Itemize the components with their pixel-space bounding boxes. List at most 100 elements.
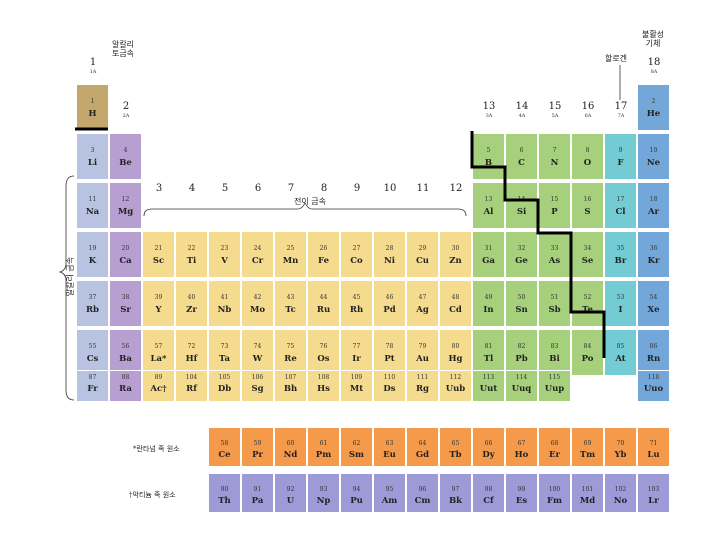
element-symbol: W <box>252 354 263 364</box>
element-cu: 29 Cu <box>406 231 439 278</box>
element-symbol: Nb <box>217 305 232 315</box>
element-symbol: Md <box>579 496 596 506</box>
element-hg: 80 Hg <box>439 329 472 376</box>
halogen-label: 할로겐 <box>604 54 628 63</box>
element-s: 16 S <box>571 182 604 229</box>
element-symbol: O <box>583 158 592 168</box>
atomic-number: 87 <box>88 374 97 381</box>
element-symbol: Tb <box>449 450 462 460</box>
element-uuq: 114 Uuq <box>505 370 538 402</box>
element-symbol: K <box>88 256 97 266</box>
element-sn: 50 Sn <box>505 280 538 327</box>
atomic-number: 34 <box>583 245 592 252</box>
element-th: 90 Th <box>208 473 241 513</box>
element-symbol: Ac† <box>150 384 167 394</box>
element-ru: 44 Ru <box>307 280 340 327</box>
atomic-number: 62 <box>352 440 361 447</box>
element-re: 75 Re <box>274 329 307 376</box>
atomic-number: 57 <box>154 343 163 350</box>
atomic-number: 91 <box>253 486 262 493</box>
group-number-9: 9 <box>353 183 361 194</box>
element-u: 92 U <box>274 473 307 513</box>
element-symbol: Cd <box>449 305 462 315</box>
element-pr: 59 Pr <box>241 427 274 467</box>
element-pu: 94 Pu <box>340 473 373 513</box>
atomic-number: 8 <box>585 147 590 154</box>
lanthanide-note: *란타넘 족 원소 <box>133 445 180 453</box>
atomic-number: 84 <box>583 343 592 350</box>
atomic-number: 18 <box>649 196 658 203</box>
element-np: 93 Np <box>307 473 340 513</box>
atomic-number: 103 <box>647 486 660 493</box>
element-symbol: Ir <box>352 354 361 364</box>
element-symbol: H <box>88 109 97 119</box>
element-v: 23 V <box>208 231 241 278</box>
element-na: 11 Na <box>76 182 109 229</box>
element-symbol: Re <box>284 354 297 364</box>
atomic-number: 12 <box>121 196 130 203</box>
atomic-number: 30 <box>451 245 460 252</box>
atomic-number: 65 <box>451 440 460 447</box>
element-co: 27 Co <box>340 231 373 278</box>
group-subtitle-14: 4A <box>518 113 526 119</box>
element-db: 105 Db <box>208 370 241 402</box>
atomic-number: 78 <box>385 343 394 350</box>
atomic-number: 118 <box>647 374 660 381</box>
element-symbol: Be <box>119 158 132 168</box>
atomic-number: 4 <box>123 147 128 154</box>
element-symbol: Lr <box>648 496 659 506</box>
atomic-number: 25 <box>286 245 295 252</box>
atomic-number: 66 <box>484 440 493 447</box>
atomic-number: 61 <box>319 440 328 447</box>
group-subtitle-16: 6A <box>584 113 592 119</box>
atomic-number: 102 <box>614 486 627 493</box>
element-symbol: Zr <box>186 305 197 315</box>
atomic-number: 29 <box>418 245 427 252</box>
element-symbol: Te <box>582 305 593 315</box>
element-symbol: V <box>221 256 228 266</box>
atomic-number: 98 <box>484 486 493 493</box>
atomic-number: 11 <box>88 196 97 203</box>
element-sr: 38 Sr <box>109 280 142 327</box>
atomic-number: 28 <box>385 245 394 252</box>
atomic-number: 37 <box>88 294 97 301</box>
element-rh: 45 Rh <box>340 280 373 327</box>
element-symbol: Fm <box>546 496 563 506</box>
atomic-number: 99 <box>517 486 526 493</box>
atomic-number: 2 <box>651 98 656 105</box>
element-ag: 47 Ag <box>406 280 439 327</box>
element-p: 15 P <box>538 182 571 229</box>
element-symbol: Ar <box>647 207 660 217</box>
element-kr: 36 Kr <box>637 231 670 278</box>
atomic-number: 41 <box>220 294 229 301</box>
atomic-number: 46 <box>385 294 394 301</box>
atomic-number: 92 <box>286 486 295 493</box>
element-zn: 30 Zn <box>439 231 472 278</box>
element-he: 2 He <box>637 84 670 131</box>
element-symbol: Ds <box>383 384 396 394</box>
atomic-number: 40 <box>187 294 196 301</box>
element-symbol: Ta <box>218 354 231 364</box>
element-symbol: Lu <box>647 450 660 460</box>
element-br: 35 Br <box>604 231 637 278</box>
element-cs: 55 Cs <box>76 329 109 376</box>
element-symbol: Ni <box>384 256 395 266</box>
element-symbol: Es <box>515 496 528 506</box>
atomic-number: 52 <box>583 294 592 301</box>
atomic-number: 76 <box>319 343 328 350</box>
element-symbol: Pm <box>315 450 332 460</box>
atomic-number: 20 <box>121 245 130 252</box>
element-rf: 104 Rf <box>175 370 208 402</box>
element-rb: 37 Rb <box>76 280 109 327</box>
element-symbol: Gd <box>415 450 430 460</box>
element-symbol: Sc <box>152 256 165 266</box>
element-be: 4 Be <box>109 133 142 180</box>
element-ds: 110 Ds <box>373 370 406 402</box>
element-symbol: P <box>551 207 558 217</box>
atomic-number: 112 <box>449 374 462 381</box>
group-number-12: 12 <box>449 183 463 194</box>
atomic-number: 33 <box>550 245 559 252</box>
element-cr: 24 Cr <box>241 231 274 278</box>
element-in: 49 In <box>472 280 505 327</box>
